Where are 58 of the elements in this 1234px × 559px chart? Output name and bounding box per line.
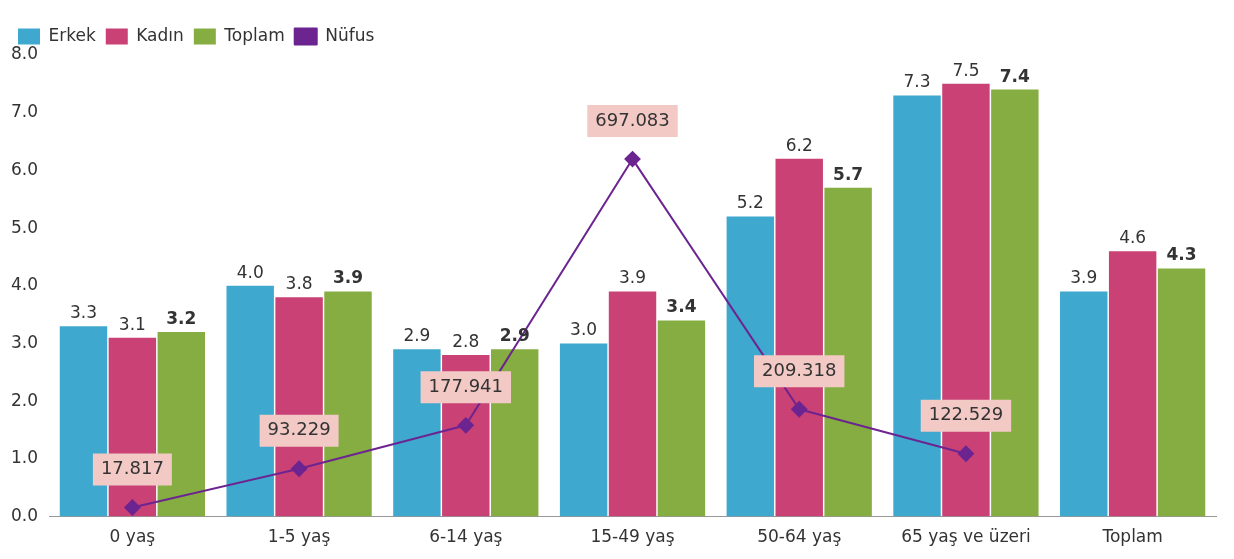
bar: [1108, 251, 1157, 517]
x-tick-label: 1-5 yaş: [267, 526, 331, 547]
point: [624, 151, 641, 168]
y-tick-label: 7.0: [10, 101, 39, 122]
point: [457, 417, 474, 434]
y-tick-label: 6.0: [10, 158, 39, 179]
y-tick-label: 8.0: [10, 43, 39, 64]
point: [957, 445, 974, 462]
data-label: 2.8: [452, 330, 480, 351]
data-label: 3.9: [1070, 267, 1098, 288]
legend-label: Nüfus: [325, 24, 375, 45]
data-label: 7.5: [952, 59, 980, 80]
data-label: 2.9: [403, 325, 431, 346]
data-label: 5.2: [736, 192, 764, 213]
data-label: 3.4: [666, 296, 697, 317]
legend-label: Kadın: [136, 24, 184, 45]
data-label: 5.7: [833, 163, 864, 184]
x-tick-label: 50-64 yaş: [757, 526, 842, 547]
bar: [559, 343, 608, 517]
data-label: 177.941: [428, 375, 504, 397]
bar: [657, 320, 706, 517]
y-tick-label: 4.0: [10, 274, 39, 295]
x-tick-label: Toplam: [1101, 526, 1163, 547]
data-label: 17.817: [100, 457, 164, 479]
data-label: 3.2: [166, 307, 197, 328]
y-tick-label: 5.0: [10, 216, 39, 237]
legend-label: Toplam: [223, 24, 285, 45]
y-tick-label: 3.0: [10, 331, 39, 352]
data-label: 7.3: [903, 71, 931, 92]
y-tick-label: 2.0: [10, 389, 39, 410]
x-tick-label: 6-14 yaş: [429, 526, 503, 547]
data-label: 209.318: [762, 358, 837, 380]
x-tick-label: 15-49 yaş: [590, 526, 675, 547]
x-tick-label: 65 yaş ve üzeri: [901, 526, 1031, 547]
data-label: 3.8: [285, 273, 313, 294]
data-label: 4.3: [1166, 244, 1197, 265]
bar: [1060, 291, 1108, 517]
data-label: 3.9: [332, 267, 364, 288]
data-label: 122.529: [928, 403, 1004, 425]
data-label: 4.0: [236, 261, 264, 282]
x-tick-label: 0 yaş: [109, 526, 156, 547]
data-label: 6.2: [785, 134, 813, 155]
y-tick-label: 1.0: [10, 447, 39, 468]
point: [124, 499, 141, 516]
data-label: 3.1: [118, 313, 146, 334]
point: [291, 460, 308, 477]
data-label: 3.3: [69, 302, 98, 323]
point: [791, 401, 808, 418]
data-label: 697.083: [595, 108, 670, 130]
data-label: 4.6: [1119, 227, 1147, 248]
data-label: 3.0: [570, 319, 598, 340]
bar: [1157, 268, 1206, 517]
data-label: 93.229: [267, 418, 331, 440]
data-label: 7.4: [999, 65, 1031, 86]
data-label: 3.9: [618, 267, 647, 288]
y-tick-label: 0.0: [10, 505, 39, 526]
bar: [608, 291, 657, 517]
legend-label: Erkek: [48, 24, 96, 45]
